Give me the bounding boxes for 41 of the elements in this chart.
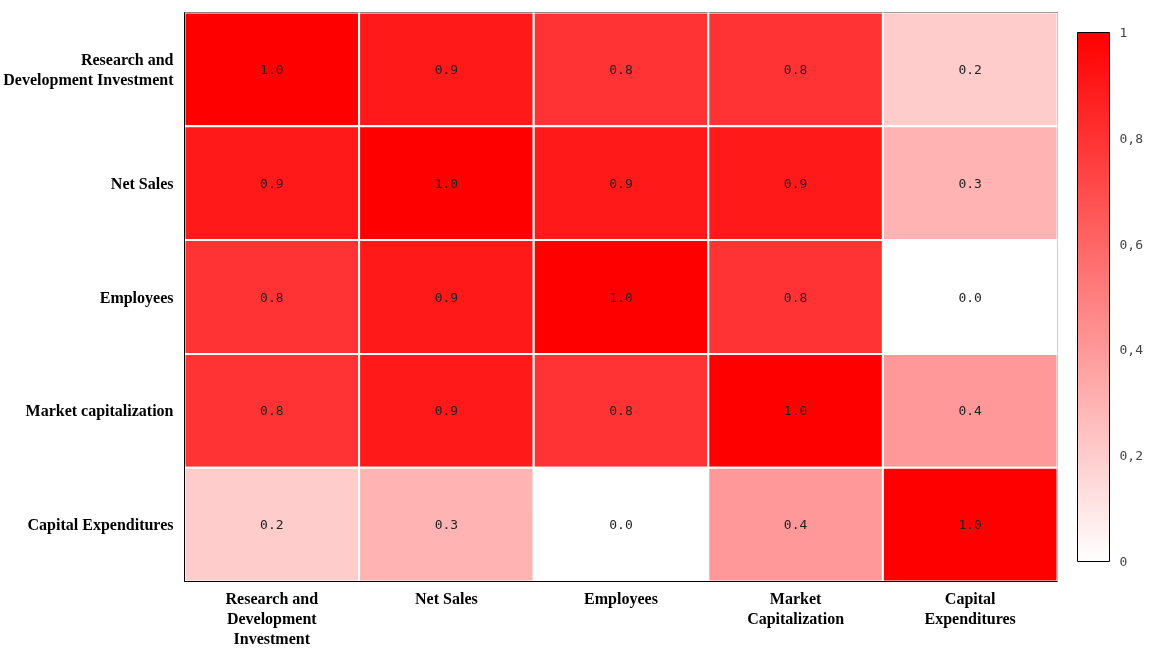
data-label: 1.0 — [609, 289, 633, 305]
data-label: 0.9 — [434, 289, 459, 305]
data-label: 0.4 — [958, 403, 983, 419]
data-label: 0.2 — [260, 517, 284, 533]
data-label: 0.8 — [609, 61, 633, 77]
y-tick-label: Capital Expenditures — [27, 516, 174, 535]
y-tick-label: Market capitalization — [25, 402, 174, 421]
data-label: 0.8 — [609, 403, 633, 419]
data-label: 0.8 — [260, 289, 284, 305]
data-label: 0.2 — [958, 61, 982, 77]
x-tick-label: Market Capitalization — [747, 589, 845, 628]
color-bar-label: 0,4 — [1119, 342, 1144, 358]
data-label: 1.0 — [260, 61, 284, 77]
x-tick-label: Employees — [584, 589, 658, 608]
y-tick-label: Research and Development Investment — [3, 50, 175, 90]
x-tick-label: Net Sales — [415, 589, 478, 607]
color-bar-label: 1 — [1119, 25, 1128, 40]
data-label: 1.0 — [958, 517, 982, 533]
color-bar-label: 0 — [1119, 554, 1128, 569]
y-tick-label: Employees — [99, 288, 174, 307]
data-label: 0.9 — [260, 175, 284, 191]
data-label: 0.9 — [609, 175, 633, 191]
data-label: 0.9 — [434, 61, 459, 77]
data-label: 0.0 — [609, 517, 633, 533]
data-label: 0.9 — [783, 175, 808, 191]
data-label: 0.8 — [260, 403, 284, 419]
x-tick-label: Research and Development Investment — [225, 589, 319, 648]
data-label: 1.0 — [434, 175, 459, 191]
data-label: 0.4 — [783, 517, 808, 533]
data-label: 0.8 — [783, 289, 808, 305]
data-label: 0.0 — [958, 289, 982, 305]
data-label: 1.0 — [783, 403, 808, 419]
data-label: 0.3 — [434, 517, 459, 533]
color-bar-label: 0,2 — [1119, 448, 1143, 464]
y-tick-label: Net Sales — [110, 174, 174, 192]
color-bar-label: 0,6 — [1119, 236, 1143, 252]
color-bar-label: 0,8 — [1119, 130, 1143, 146]
data-label: 0.9 — [434, 403, 459, 419]
data-label: 0.3 — [958, 175, 982, 191]
x-tick-label: Capital Expenditures — [924, 589, 1016, 628]
data-label: 0.8 — [783, 61, 808, 77]
